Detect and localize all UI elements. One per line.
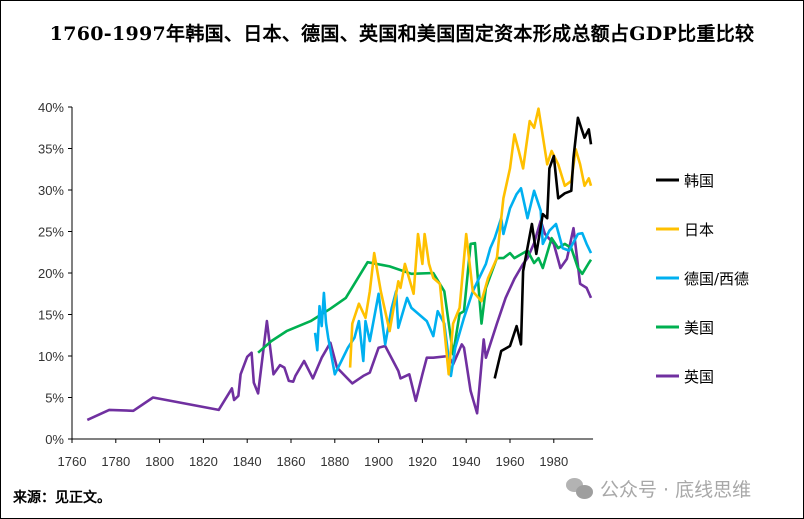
y-tick-label: 5% xyxy=(45,391,64,406)
legend-label: 韩国 xyxy=(684,172,714,190)
x-tick-label: 1760 xyxy=(58,454,87,469)
legend-label: 英国 xyxy=(684,368,714,386)
x-tick-label: 1800 xyxy=(145,454,174,469)
y-tick-label: 25% xyxy=(38,225,64,240)
legend-label: 美国 xyxy=(684,319,714,337)
x-tick-label: 1840 xyxy=(233,454,262,469)
y-tick-label: 35% xyxy=(38,142,64,157)
x-tick-label: 1860 xyxy=(277,454,306,469)
x-tick-label: 1780 xyxy=(101,454,130,469)
source-note: 来源：见正文。 xyxy=(13,490,111,506)
y-tick-label: 30% xyxy=(38,183,64,198)
x-tick-label: 1920 xyxy=(408,454,437,469)
legend-label: 日本 xyxy=(684,221,714,239)
x-tick-label: 1960 xyxy=(496,454,525,469)
wechat-icon xyxy=(566,477,594,500)
y-tick-label: 40% xyxy=(38,100,64,115)
y-tick-label: 20% xyxy=(38,266,64,281)
series-line-0 xyxy=(493,116,593,379)
x-tick-label: 1880 xyxy=(320,454,349,469)
y-tick-label: 15% xyxy=(38,308,64,323)
series-line-4 xyxy=(86,219,593,422)
y-tick-label: 0% xyxy=(45,432,64,447)
series-line-1 xyxy=(348,107,593,376)
legend-label: 德国/西德 xyxy=(684,270,749,288)
series-line-3 xyxy=(257,236,593,356)
x-tick-label: 1900 xyxy=(364,454,393,469)
x-tick-label: 1940 xyxy=(452,454,481,469)
y-tick-label: 10% xyxy=(38,349,64,364)
x-tick-label: 1820 xyxy=(189,454,218,469)
x-tick-label: 1980 xyxy=(539,454,568,469)
chart-title: 1760-1997年韩国、日本、德国、英国和美国固定资本形成总额占GDP比重比较 xyxy=(49,23,755,45)
series-line-2 xyxy=(313,187,593,378)
watermark: 公众号 · 底线思维 xyxy=(566,475,751,502)
watermark-text: 公众号 · 底线思维 xyxy=(600,479,752,501)
